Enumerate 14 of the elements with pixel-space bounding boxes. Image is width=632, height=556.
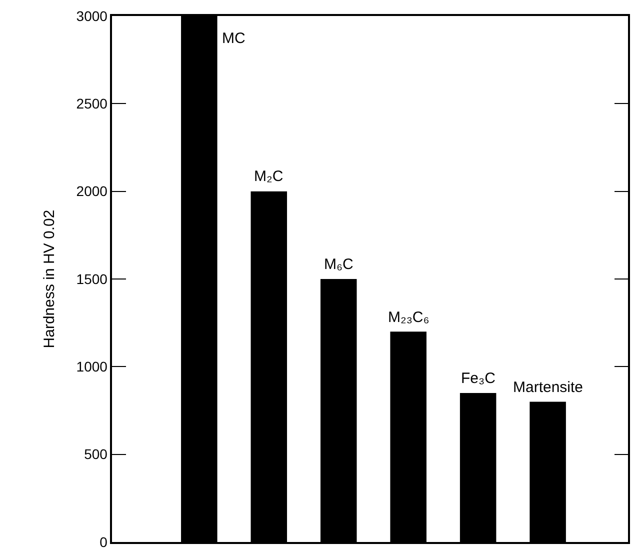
y-tick-label: 2500 [76, 96, 108, 112]
x-tick-label: M₆C [324, 256, 354, 273]
y-tick-label: 2000 [76, 183, 108, 200]
x-tick-label: M₂₃C₆ [388, 309, 430, 326]
y-tick-label: 3000 [76, 8, 108, 24]
y-tick-label: 1000 [76, 358, 108, 375]
x-tick-label: M₂C [254, 168, 284, 185]
y-tick-label: 500 [84, 446, 108, 462]
x-tick-label: MC [222, 30, 246, 47]
y-axis-title: Hardness in HV 0.02 [41, 210, 58, 348]
x-tick-label: Fe₃C [461, 370, 496, 387]
x-tick-label: Martensite [513, 379, 584, 396]
y-tick-label: 0 [100, 534, 108, 550]
y-tick-label: 1500 [76, 270, 108, 287]
